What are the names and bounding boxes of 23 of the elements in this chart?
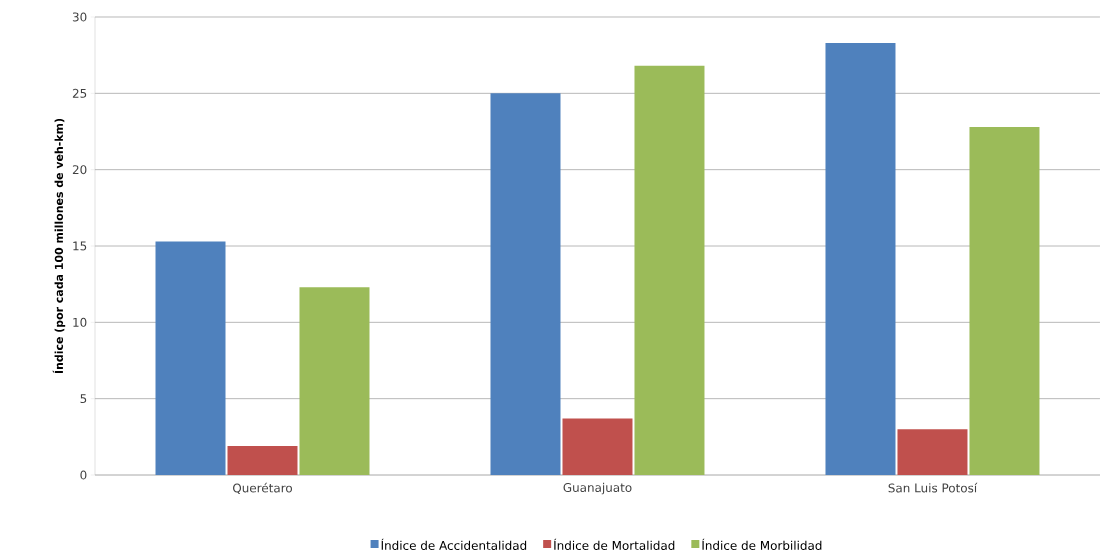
bar	[490, 93, 561, 475]
y-tick-label: 5	[80, 394, 87, 404]
legend-label: Índice de Mortalidad	[554, 538, 675, 550]
y-tick-label: 0	[80, 470, 87, 480]
y-tick-label: 20	[72, 165, 87, 175]
bar	[825, 42, 896, 475]
bar	[969, 126, 1040, 475]
bar	[227, 445, 298, 475]
bar	[155, 241, 226, 475]
y-tick-label: 15	[73, 241, 87, 251]
x-tick-label: Guanajuato	[563, 482, 632, 495]
y-tick-label: 25	[72, 88, 87, 98]
y-tick-label: 10	[73, 317, 87, 327]
bar	[897, 429, 968, 475]
legend-label: Índice de Morbilidad	[702, 538, 822, 550]
y-tick-label: 30	[72, 12, 87, 22]
y-axis-title: Índice (por cada 100 millones de veh-km)	[52, 118, 66, 373]
bar	[299, 287, 370, 475]
bar	[562, 418, 633, 475]
legend-label: Índice de Accidentalidad	[381, 538, 527, 550]
x-tick-label: San Luis Potosí	[888, 482, 978, 493]
bar	[634, 65, 705, 475]
x-tick-label: Querétaro	[233, 482, 293, 494]
